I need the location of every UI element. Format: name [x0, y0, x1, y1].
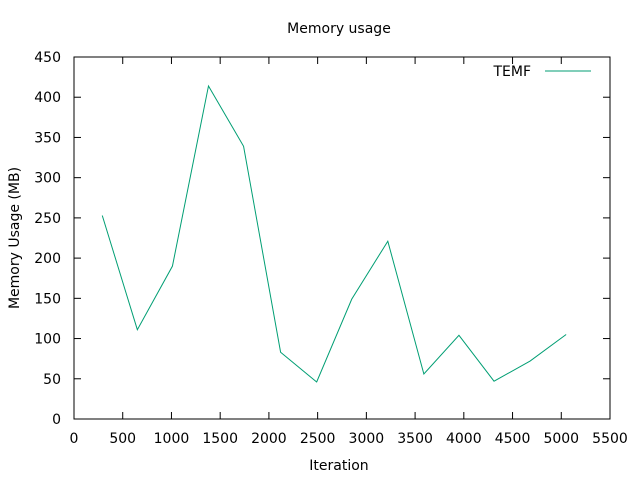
y-tick-label: 250	[34, 211, 61, 227]
x-tick-label: 1500	[202, 431, 238, 447]
x-tick-label: 2000	[251, 431, 287, 447]
x-tick-label: 0	[70, 431, 79, 447]
x-tick-label: 5500	[592, 431, 628, 447]
x-tick-label: 3500	[397, 431, 433, 447]
x-tick-label: 500	[109, 431, 136, 447]
x-tick-label: 2500	[300, 431, 336, 447]
plot-frame	[73, 56, 611, 420]
y-tick-label: 0	[52, 412, 61, 428]
x-tick-label: 4000	[446, 431, 482, 447]
y-axis-label: Memory Usage (MB)	[7, 167, 23, 309]
x-tick-label: 5000	[543, 431, 579, 447]
y-axis: 0 50 100 150 200 250 300 350 400 450	[34, 50, 610, 428]
x-tick-label: 4500	[495, 431, 531, 447]
x-tick-label: 3000	[349, 431, 385, 447]
y-tick-label: 400	[34, 90, 61, 106]
y-tick-label: 300	[34, 171, 61, 187]
legend: TEMF	[492, 64, 591, 80]
y-tick-label: 150	[34, 291, 61, 307]
series-line-temf	[101, 84, 567, 383]
y-tick-label: 50	[43, 372, 61, 388]
x-tick-label: 1000	[154, 431, 190, 447]
y-tick-label: 200	[34, 251, 61, 267]
y-tick-label: 450	[34, 50, 61, 66]
series-layer	[101, 84, 567, 383]
legend-label: TEMF	[492, 64, 531, 80]
x-axis-label: Iteration	[309, 458, 368, 474]
x-axis: 0 500 1000 1500 2000 2500 3000 3500 4000 4500 5000…	[70, 57, 628, 447]
chart-title: Memory usage	[287, 21, 391, 37]
y-tick-label: 100	[34, 332, 61, 348]
y-tick-label: 350	[34, 130, 61, 146]
